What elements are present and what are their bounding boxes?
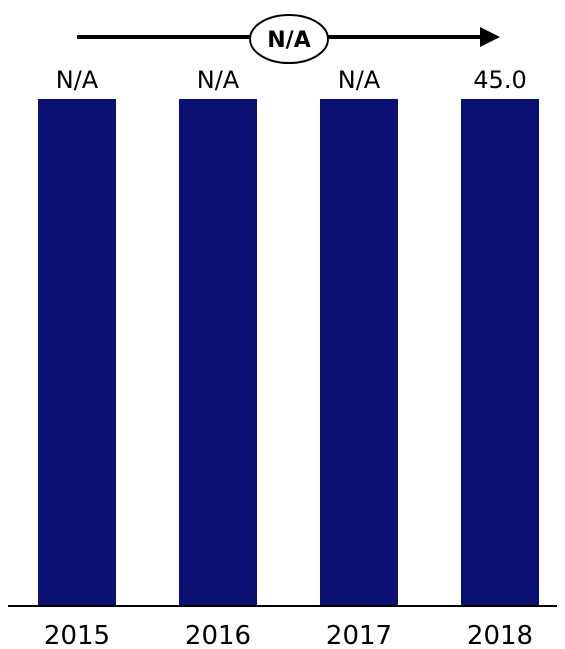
- x-tick-label-2015: 2015: [44, 621, 110, 649]
- data-label-2016: N/A: [197, 66, 240, 94]
- bars-layer: [38, 99, 539, 606]
- x-tick-label-2016: 2016: [185, 621, 251, 649]
- bar-2017: [320, 99, 398, 606]
- x-tick-labels-layer: 2015 2016 2017 2018: [44, 621, 533, 649]
- data-labels-layer: N/A N/A N/A 45.0: [56, 66, 527, 94]
- bar-2018: [461, 99, 539, 606]
- data-label-2015: N/A: [56, 66, 99, 94]
- x-tick-label-2018: 2018: [467, 621, 533, 649]
- x-tick-label-2017: 2017: [326, 621, 392, 649]
- growth-annotation: N/A: [77, 14, 500, 64]
- bar-2015: [38, 99, 116, 606]
- growth-annotation-label: N/A: [267, 28, 310, 53]
- growth-arrow-head: [480, 27, 500, 47]
- data-label-2017: N/A: [338, 66, 381, 94]
- bar-2016: [179, 99, 257, 606]
- data-label-2018: 45.0: [473, 66, 526, 94]
- growth-annotation-ellipse: [249, 14, 329, 64]
